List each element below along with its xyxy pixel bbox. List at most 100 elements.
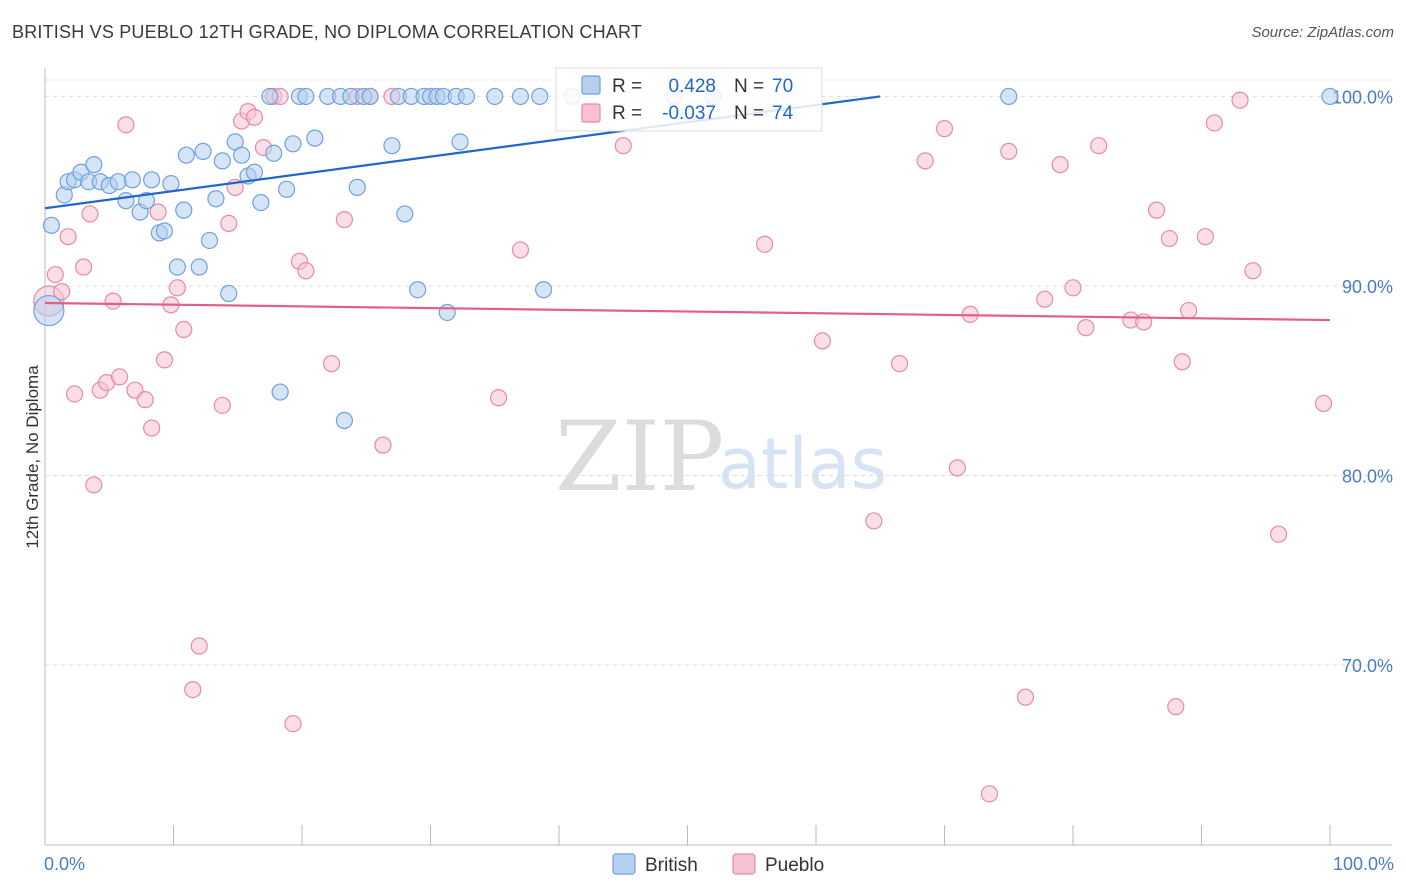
british-point — [207, 190, 225, 208]
british-point — [261, 87, 279, 106]
british-points — [33, 87, 1339, 430]
british-point — [245, 163, 264, 181]
pueblo-point — [1231, 91, 1249, 109]
pueblo-point — [1000, 142, 1018, 160]
pueblo-point — [184, 680, 202, 699]
pueblo-point — [81, 205, 99, 223]
pueblo-point — [110, 368, 129, 386]
pueblo-point — [284, 715, 302, 733]
pueblo-point — [297, 262, 315, 280]
british-point — [451, 133, 469, 151]
pueblo-point — [245, 108, 264, 126]
stats-swatch-pueblo — [581, 103, 601, 123]
pueblo-point — [935, 120, 954, 138]
pueblo-point — [1090, 137, 1108, 155]
pueblo-point — [74, 258, 93, 276]
british-point — [531, 87, 549, 106]
stats-n-label-pueblo: N = — [734, 103, 764, 124]
pueblo-point — [1064, 279, 1082, 297]
british-point — [534, 281, 553, 299]
british-point — [85, 156, 103, 174]
stats-n-value-pueblo: 74 — [772, 103, 794, 124]
british-point — [396, 205, 414, 223]
british-point — [177, 146, 195, 164]
stats-r-label-pueblo: R = — [612, 103, 642, 124]
pueblo-point — [1051, 156, 1069, 174]
pueblo-point — [1205, 114, 1223, 132]
british-point — [457, 87, 476, 106]
y-tick-label-80: 80.0% — [1342, 466, 1393, 486]
british-point — [511, 87, 530, 106]
british-point — [409, 281, 427, 299]
british-point — [233, 146, 251, 164]
british-point — [284, 135, 302, 153]
british-point — [265, 144, 283, 162]
watermark-zip: ZIP — [555, 401, 724, 513]
legend: British Pueblo — [612, 853, 824, 876]
british-point — [190, 258, 208, 276]
legend-swatch-pueblo — [732, 853, 756, 875]
pueblo-point — [136, 391, 154, 409]
pueblo-point — [1167, 698, 1185, 716]
legend-swatch-british — [612, 853, 636, 875]
pueblo-point — [1244, 262, 1262, 280]
pueblo-point — [813, 332, 832, 350]
british-point — [297, 87, 315, 106]
stats-r-label-british: R = — [612, 76, 642, 97]
british-point — [277, 180, 296, 198]
pueblo-point — [1180, 301, 1198, 320]
watermark-atlas: atlas — [718, 423, 887, 505]
pueblo-point — [1160, 229, 1178, 248]
y-tick-label-70: 70.0% — [1342, 656, 1393, 676]
y-tick-label-90: 90.0% — [1342, 277, 1393, 297]
pueblo-point — [175, 320, 193, 339]
pueblo-point — [149, 203, 167, 221]
stats-r-value-british: 0.428 — [668, 76, 716, 97]
y-tick-label-100: 100.0% — [1332, 87, 1393, 107]
pueblo-point — [755, 235, 774, 253]
pueblo-point — [1147, 201, 1166, 219]
british-point — [117, 192, 135, 210]
british-point — [306, 129, 324, 147]
british-point — [1000, 87, 1018, 106]
british-point — [123, 171, 141, 189]
stats-box: R = 0.428 N = 70 R = -0.037 N = 74 — [555, 67, 823, 132]
pueblo-point — [104, 292, 122, 310]
pueblo-point — [335, 211, 354, 229]
pueblo-point — [322, 355, 341, 373]
pueblo-point — [1314, 394, 1333, 413]
british-point — [200, 231, 219, 250]
pueblo-point — [1269, 525, 1288, 543]
pueblo-trend-line — [44, 301, 1331, 322]
british-point — [383, 137, 401, 155]
chart-source: Source: ZipAtlas.com — [1251, 24, 1394, 41]
british-point — [361, 87, 379, 106]
british-point — [335, 411, 354, 430]
pueblo-point — [980, 785, 999, 803]
british-point — [194, 142, 212, 160]
chart-title: BRITISH VS PUEBLO 12TH GRADE, NO DIPLOMA… — [12, 22, 643, 42]
x-tick-label-max: 100.0% — [1333, 854, 1394, 874]
pueblo-point — [220, 214, 238, 232]
pueblo-point — [614, 137, 632, 155]
pueblo-point — [53, 283, 71, 301]
stats-swatch-british — [581, 75, 601, 95]
british-point — [137, 192, 156, 210]
stats-r-value-pueblo: -0.037 — [662, 103, 716, 124]
british-point — [213, 152, 231, 170]
pueblo-point — [1173, 353, 1191, 371]
legend-label-british: British — [645, 855, 698, 876]
pueblo-point — [1016, 688, 1035, 706]
british-point — [33, 294, 65, 327]
pueblo-point — [168, 279, 186, 297]
pueblo-point — [490, 389, 508, 407]
pueblo-point — [59, 228, 77, 246]
british-point — [175, 201, 193, 219]
pueblo-point — [143, 419, 161, 437]
pueblo-point — [1196, 228, 1214, 246]
pueblo-point — [46, 265, 64, 284]
pueblo-point — [865, 512, 883, 530]
british-point — [438, 303, 456, 322]
stats-n-label-british: N = — [734, 76, 764, 97]
